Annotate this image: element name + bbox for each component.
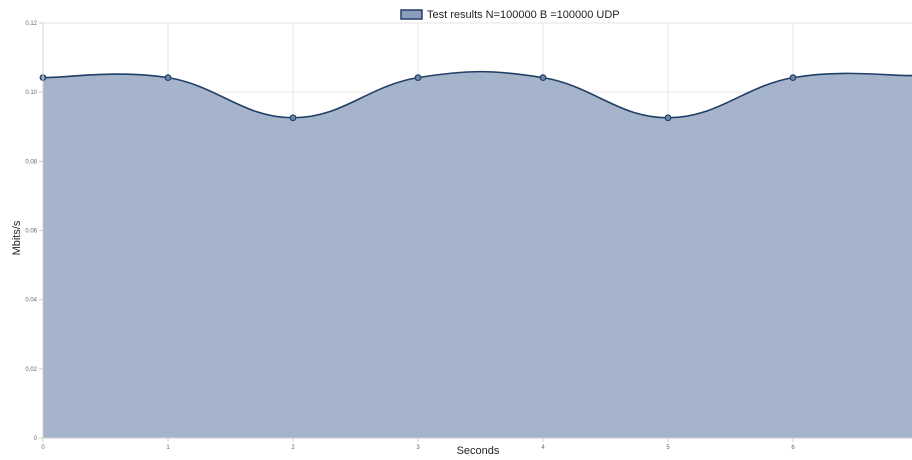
x-tick-label: 2 [291,445,295,451]
data-point[interactable] [289,114,297,122]
data-point[interactable] [539,74,547,82]
legend[interactable]: Test results N=100000 B =100000 UDP [400,9,620,21]
data-point[interactable] [789,74,797,82]
legend-swatch [400,9,423,20]
x-tick-label: 5 [666,445,670,451]
y-tick-label: 0.04 [25,298,37,304]
line-series [42,70,912,119]
y-tick-label: 0.12 [25,21,37,27]
y-tick-label: 0.06 [25,229,37,235]
x-tick-label: 1 [166,445,170,451]
x-axis: 0 1 2 3 4 5 6 [41,437,912,451]
series-area-fill [43,71,912,438]
x-tick-label: 0 [41,445,45,451]
x-tick-label: 3 [416,445,420,451]
y-tick-label: 0 [34,436,38,442]
x-tick-label: 4 [541,445,545,451]
y-axis: 0 0.02 0.04 0.06 0.08 0.10 0.12 [25,21,44,442]
x-axis-title: Seconds [457,445,500,457]
y-tick-label: 0.08 [25,159,37,165]
y-tick-label: 0.02 [25,367,37,373]
x-tick-label: 6 [791,445,795,451]
y-axis-title: Mbits/s [11,220,23,255]
data-point[interactable] [164,74,172,82]
area-series [43,71,912,438]
legend-label: Test results N=100000 B =100000 UDP [427,9,620,21]
data-point[interactable] [414,74,422,82]
series-line [42,70,912,119]
data-point[interactable] [664,114,672,122]
y-tick-label: 0.10 [25,90,37,96]
